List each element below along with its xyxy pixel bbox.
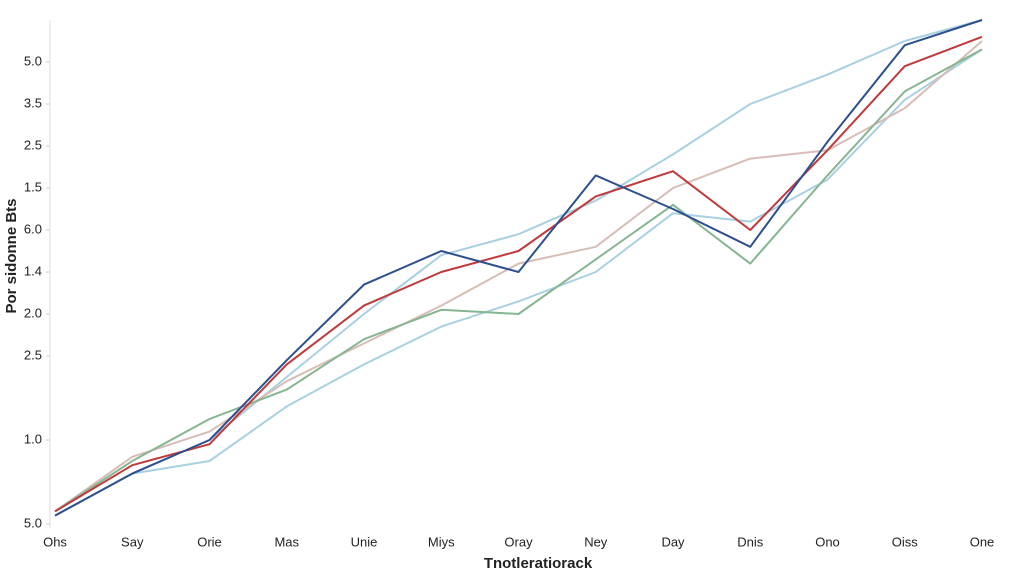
y-tick-label: 5.0 xyxy=(24,515,42,530)
y-tick-label: 6.0 xyxy=(24,221,42,236)
y-tick-label: 1.5 xyxy=(24,179,42,194)
y-tick-label: 1.4 xyxy=(24,263,42,278)
x-tick-label: Oray xyxy=(504,534,533,549)
x-tick-label: Ney xyxy=(584,534,608,549)
y-tick-label: 3.5 xyxy=(24,95,42,110)
x-axis-label: Tnotleratiorack xyxy=(484,555,593,572)
x-tick-label: Ohs xyxy=(43,534,67,549)
series-line xyxy=(54,48,983,513)
x-tick-label: Orie xyxy=(197,534,222,549)
x-tick-label: Say xyxy=(121,534,144,549)
series-line xyxy=(54,19,983,517)
y-tick-label: 2.0 xyxy=(24,305,42,320)
y-tick-label: 1.0 xyxy=(24,431,42,446)
y-tick-label: 2.5 xyxy=(24,137,42,152)
y-tick-label: 5.0 xyxy=(24,53,42,68)
x-tick-label: Mas xyxy=(274,534,299,549)
x-tick-label: Miys xyxy=(428,534,455,549)
x-tick-label: One xyxy=(970,534,995,549)
x-tick-label: Unie xyxy=(351,534,378,549)
y-tick-label: 2.5 xyxy=(24,347,42,362)
x-tick-label: Oiss xyxy=(892,534,919,549)
x-tick-label: Day xyxy=(661,534,685,549)
series-line xyxy=(54,48,983,517)
series-line xyxy=(54,35,983,513)
y-axis-label: Por sidonne Bts xyxy=(3,198,20,313)
x-tick-label: Ono xyxy=(815,534,840,549)
x-tick-label: Dnis xyxy=(737,534,764,549)
